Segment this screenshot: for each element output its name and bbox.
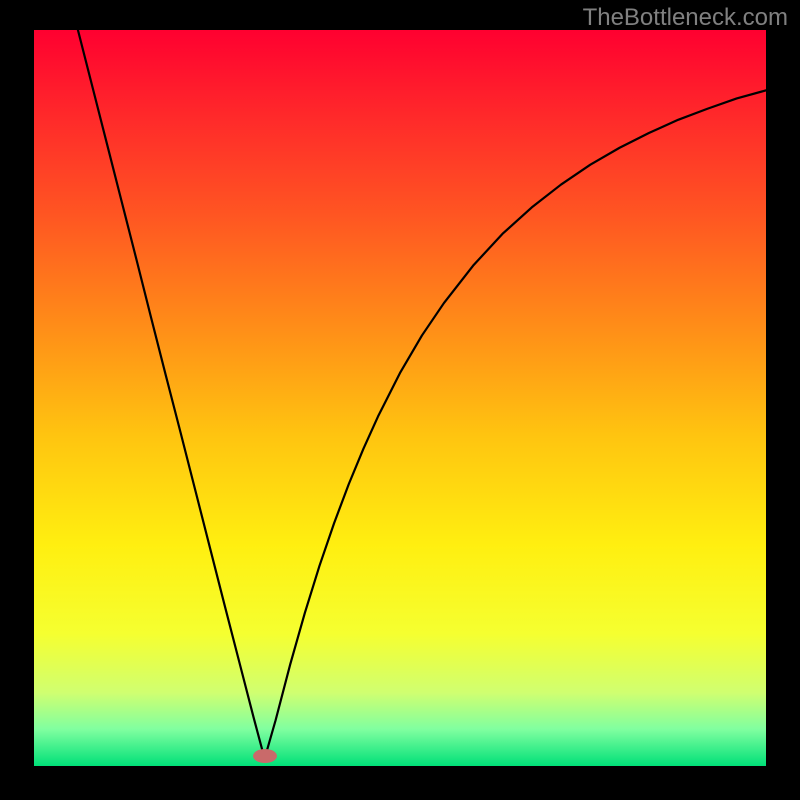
curve-layer [34,30,766,766]
chart-container: TheBottleneck.com [0,0,800,800]
watermark-text: TheBottleneck.com [583,4,788,32]
bottleneck-curve [78,30,766,759]
plot-area [34,30,766,766]
minimum-marker [253,749,277,763]
